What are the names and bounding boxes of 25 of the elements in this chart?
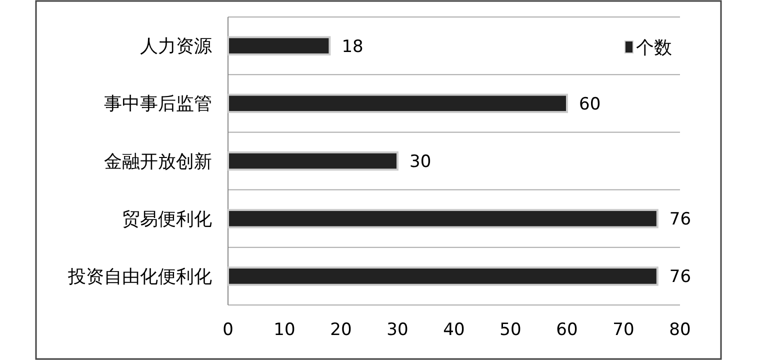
y-tick-label: 金融开放创新	[104, 151, 212, 172]
bar	[227, 94, 568, 114]
x-tick-label: 70	[612, 320, 634, 340]
x-tick-label: 10	[274, 320, 296, 340]
y-tick-label: 投资自由化便利化	[67, 266, 212, 288]
bar	[227, 36, 331, 56]
x-tick-label: 0	[222, 320, 234, 340]
bar	[227, 151, 398, 171]
legend-label: 个数	[636, 37, 672, 58]
data-label: 60	[579, 94, 601, 114]
data-label: 76	[669, 267, 692, 288]
y-tick-label: 贸易便利化	[122, 208, 212, 230]
bar	[227, 208, 658, 228]
data-label: 18	[342, 36, 364, 57]
data-label: 76	[669, 210, 692, 230]
x-tick-label: 40	[443, 320, 465, 340]
x-tick-label: 80	[669, 320, 691, 340]
data-label: 30	[410, 152, 432, 172]
y-tick-label: 人力资源	[140, 36, 212, 58]
bar	[227, 266, 658, 286]
x-tick-label: 30	[386, 320, 408, 340]
y-tick-label: 事中事后监管	[104, 94, 212, 115]
x-tick-label: 50	[500, 320, 522, 340]
x-tick-label: 20	[330, 320, 352, 340]
x-tick-label: 60	[556, 320, 578, 340]
